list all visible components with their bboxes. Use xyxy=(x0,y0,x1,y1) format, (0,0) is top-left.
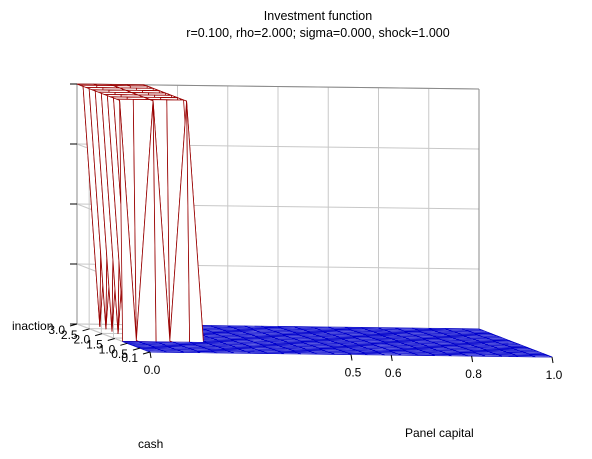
y-tick-mark xyxy=(120,342,128,346)
z-tick-label-inaction: inaction xyxy=(12,319,53,333)
x-tick-mark xyxy=(551,356,554,364)
x-tick-label: 0.0 xyxy=(144,363,161,377)
x-axis-label: Panel capital xyxy=(405,426,474,440)
x-tick-mark xyxy=(350,354,353,361)
axis-ticks: 0.0 0.5 0.6 0.8 1.00.10.51.01.52.02.53.0 xyxy=(48,83,563,382)
y-tick-label: 1.0 xyxy=(99,342,116,356)
x-tick-label: 0.5 xyxy=(345,366,362,380)
y-tick-label: 2.0 xyxy=(73,333,90,347)
y-tick-mark xyxy=(107,338,115,341)
y-tick-mark xyxy=(95,333,103,337)
surface-mesh xyxy=(76,83,553,358)
y-tick-mark xyxy=(142,351,151,355)
x-tick-mark xyxy=(149,351,152,359)
y-tick-label: 0.1 xyxy=(121,351,138,365)
chart-subtitle: r=0.100, rho=2.000; sigma=0.000, shock=1… xyxy=(186,26,449,40)
y-tick-mark xyxy=(132,347,141,351)
x-tick-label: 1.0 xyxy=(546,368,563,382)
y-tick-label: 3.0 xyxy=(48,323,65,337)
x-tick-mark xyxy=(390,354,393,362)
x-tick-label: 0.8 xyxy=(465,367,482,381)
x-tick-label: 0.6 xyxy=(385,366,402,380)
y-tick-label: 2.5 xyxy=(61,328,78,342)
x-tick-mark xyxy=(471,355,474,363)
surface-cell xyxy=(531,355,553,358)
y-tick-mark xyxy=(82,328,90,332)
y-tick-label: 0.5 xyxy=(111,347,128,361)
y-axis-label: cash xyxy=(138,437,163,451)
y-tick-label: 1.5 xyxy=(86,337,103,351)
surface-cell xyxy=(186,100,207,343)
chart-title: Investment function xyxy=(264,9,372,23)
